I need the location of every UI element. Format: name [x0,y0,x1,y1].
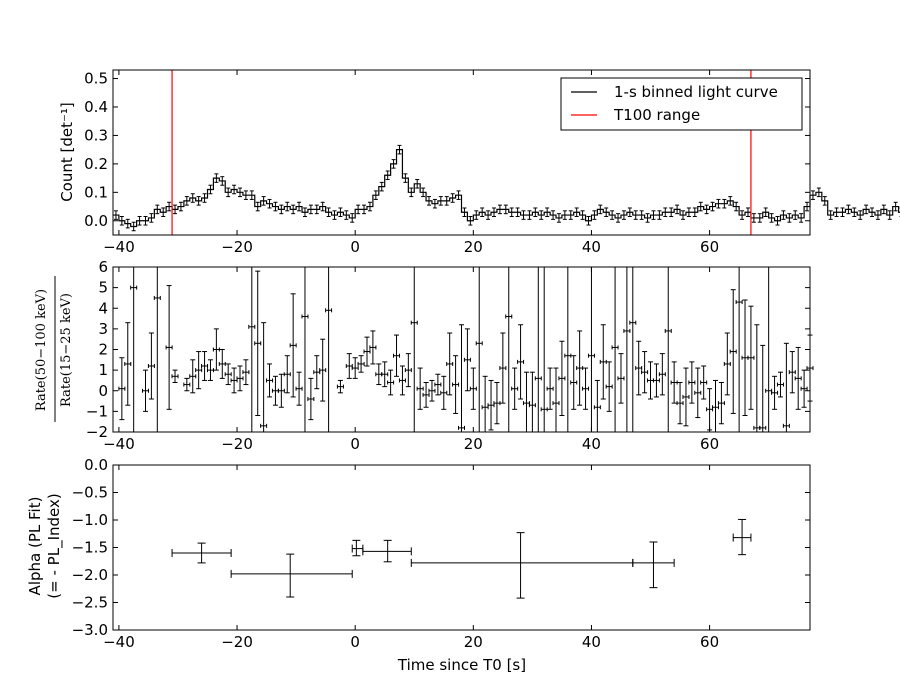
y-tick-label: 0.2 [84,155,108,173]
x-tick-label: 20 [464,238,483,256]
y-tick-label: 0.4 [84,98,108,116]
y-tick-label: −1 [86,402,108,420]
y-tick-label: 0.5 [84,70,108,88]
x-tick-label: 60 [700,238,719,256]
legend-label-t100: T100 range [613,106,700,124]
svg-text:Rate(50−100 keV): Rate(50−100 keV) [34,289,49,411]
y-tick-label: −3.0 [72,621,108,639]
x-axis-label: Time since T0 [s] [397,656,526,674]
light-curve-panel: −40 −20 0 20 40 60 0.0 0.1 0.2 0.3 0.4 0.5 Count [d… [58,69,900,256]
legend-label-lightcurve: 1-s binned light curve [614,83,778,101]
x-tick-label: −40 [103,435,135,453]
x-tick-label: 20 [464,633,483,651]
x-tick-label: −40 [103,238,135,256]
x-tick-label: 20 [464,435,483,453]
y-tick-label: 0.0 [84,212,108,230]
x-tick-label: 60 [700,633,719,651]
svg-text:Rate(15−25 keV): Rate(15−25 keV) [59,293,74,407]
y-tick-label: 0.1 [84,183,108,201]
y-tick-label: −0.5 [72,484,108,502]
x-tick-label: 40 [582,238,601,256]
hardness-ratio-panel: −40 −20 0 20 40 60 −2 −1 0 1 2 3 4 5 6 Rate(50−100 keV… [34,258,814,453]
x-tick-label: 40 [582,633,601,651]
x-tick-label: −20 [221,633,253,651]
y-tick-label: 2 [98,341,108,359]
x-tick-label: −20 [221,435,253,453]
legend: 1-s binned light curve T100 range [560,77,803,131]
alpha-panel: −40 −20 0 20 40 60 −3.0 −2.5 −2.0 −1.5 −1.0 −0.5 0.0… [26,456,811,674]
y-tick-label: −1.5 [72,539,108,557]
svg-text:(= - PL_Index): (= - PL_Index) [45,493,64,598]
alpha-ylabel: Alpha (PL Fit) (= - PL_Index) [26,493,64,598]
x-tick-label: 0 [350,238,360,256]
y-tick-label: 5 [98,279,108,297]
y-tick-label: 6 [98,258,108,276]
axes-frame [112,69,811,236]
y-tick-label: −2 [86,423,108,441]
y-tick-label: 1 [98,361,108,379]
y-tick-label: −2.5 [72,594,108,612]
y-tick-label: −2.0 [72,566,108,584]
y-tick-label: −1.0 [72,511,108,529]
y-tick-label: 0.3 [84,126,108,144]
hardness-ylabel: Rate(50−100 keV) Rate(15−25 keV) [34,276,74,422]
y-tick-label: 4 [98,299,108,317]
svg-text:Alpha (PL Fit): Alpha (PL Fit) [26,497,44,596]
y-tick-label: 0.0 [84,456,108,474]
x-tick-label: −20 [221,238,253,256]
light-curve-ylabel: Count [det⁻¹] [58,102,76,202]
x-tick-label: −40 [103,633,135,651]
y-tick-label: 3 [98,320,108,338]
x-tick-label: 0 [350,435,360,453]
x-tick-label: 0 [350,633,360,651]
x-tick-label: 40 [582,435,601,453]
x-tick-label: 60 [700,435,719,453]
y-tick-label: 0 [98,382,108,400]
